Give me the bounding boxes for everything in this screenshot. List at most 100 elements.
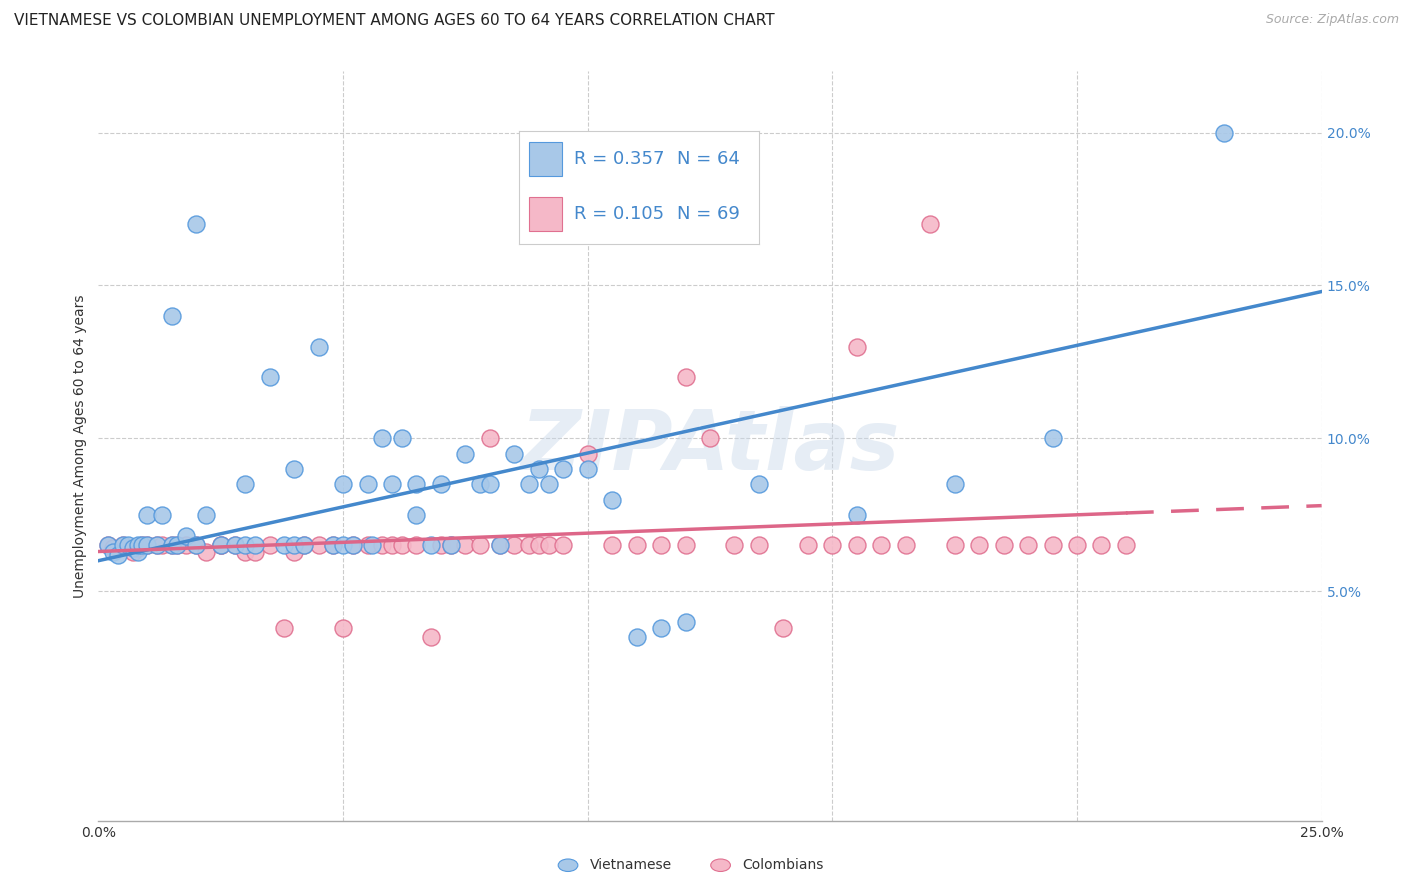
- Point: [430, 538, 453, 552]
- Point: [650, 538, 672, 552]
- Point: [503, 447, 526, 461]
- Point: [121, 544, 143, 558]
- Point: [537, 477, 560, 491]
- Point: [166, 538, 188, 552]
- Point: [488, 538, 510, 552]
- Point: [478, 477, 501, 491]
- Point: [233, 538, 256, 552]
- Point: [772, 621, 794, 635]
- Point: [650, 621, 672, 635]
- Point: [405, 508, 427, 522]
- Point: [553, 462, 575, 476]
- Point: [517, 538, 540, 552]
- Point: [723, 538, 745, 552]
- Point: [943, 477, 966, 491]
- Point: [845, 508, 868, 522]
- Point: [186, 217, 208, 231]
- Point: [993, 538, 1015, 552]
- Point: [127, 538, 149, 552]
- Point: [517, 477, 540, 491]
- Point: [243, 544, 266, 558]
- FancyBboxPatch shape: [529, 197, 562, 231]
- Point: [454, 447, 477, 461]
- Point: [576, 447, 599, 461]
- Point: [127, 544, 149, 558]
- Point: [322, 538, 344, 552]
- Point: [748, 477, 770, 491]
- Point: [405, 538, 427, 552]
- Point: [576, 462, 599, 476]
- Point: [283, 462, 305, 476]
- Point: [150, 538, 173, 552]
- Point: [332, 477, 354, 491]
- Point: [1017, 538, 1039, 552]
- Text: ZIPAtlas: ZIPAtlas: [520, 406, 900, 486]
- Point: [111, 538, 134, 552]
- Point: [1042, 431, 1064, 445]
- Point: [136, 538, 159, 552]
- Point: [503, 538, 526, 552]
- Point: [160, 538, 183, 552]
- Point: [356, 477, 378, 491]
- Text: Colombians: Colombians: [742, 858, 824, 872]
- FancyBboxPatch shape: [529, 143, 562, 177]
- Point: [1090, 538, 1112, 552]
- Point: [273, 621, 295, 635]
- Point: [920, 217, 942, 231]
- Point: [136, 508, 159, 522]
- Text: R = 0.105: R = 0.105: [574, 205, 664, 223]
- Point: [259, 538, 281, 552]
- Point: [468, 538, 491, 552]
- Point: [748, 538, 770, 552]
- Point: [1042, 538, 1064, 552]
- Point: [111, 538, 134, 552]
- Point: [600, 492, 623, 507]
- Point: [176, 529, 198, 543]
- Point: [626, 538, 648, 552]
- Point: [870, 538, 893, 552]
- Point: [308, 340, 330, 354]
- Point: [209, 538, 232, 552]
- Point: [440, 538, 463, 552]
- Point: [176, 538, 198, 552]
- Point: [243, 538, 266, 552]
- Point: [371, 538, 394, 552]
- Point: [146, 538, 169, 552]
- Point: [1115, 538, 1137, 552]
- Text: VIETNAMESE VS COLOMBIAN UNEMPLOYMENT AMONG AGES 60 TO 64 YEARS CORRELATION CHART: VIETNAMESE VS COLOMBIAN UNEMPLOYMENT AMO…: [14, 13, 775, 29]
- Point: [967, 538, 990, 552]
- Point: [821, 538, 844, 552]
- Point: [391, 538, 413, 552]
- Point: [195, 508, 218, 522]
- Point: [1066, 538, 1088, 552]
- Point: [292, 538, 315, 552]
- Point: [675, 370, 697, 384]
- Point: [420, 538, 443, 552]
- Point: [675, 538, 697, 552]
- Point: [259, 370, 281, 384]
- Point: [322, 538, 344, 552]
- Point: [107, 548, 129, 562]
- Point: [391, 431, 413, 445]
- Point: [797, 538, 820, 552]
- Point: [292, 538, 315, 552]
- Point: [332, 621, 354, 635]
- Point: [356, 538, 378, 552]
- Point: [845, 538, 868, 552]
- Point: [527, 538, 550, 552]
- Point: [101, 544, 124, 558]
- Point: [943, 538, 966, 552]
- Point: [699, 431, 721, 445]
- Point: [209, 538, 232, 552]
- Point: [1212, 126, 1234, 140]
- Point: [136, 538, 159, 552]
- Point: [405, 477, 427, 491]
- Point: [131, 538, 153, 552]
- Point: [894, 538, 917, 552]
- Point: [420, 630, 443, 644]
- Text: R = 0.357: R = 0.357: [574, 151, 665, 169]
- Point: [430, 477, 453, 491]
- Point: [117, 538, 139, 552]
- Text: N = 64: N = 64: [678, 151, 740, 169]
- Point: [468, 477, 491, 491]
